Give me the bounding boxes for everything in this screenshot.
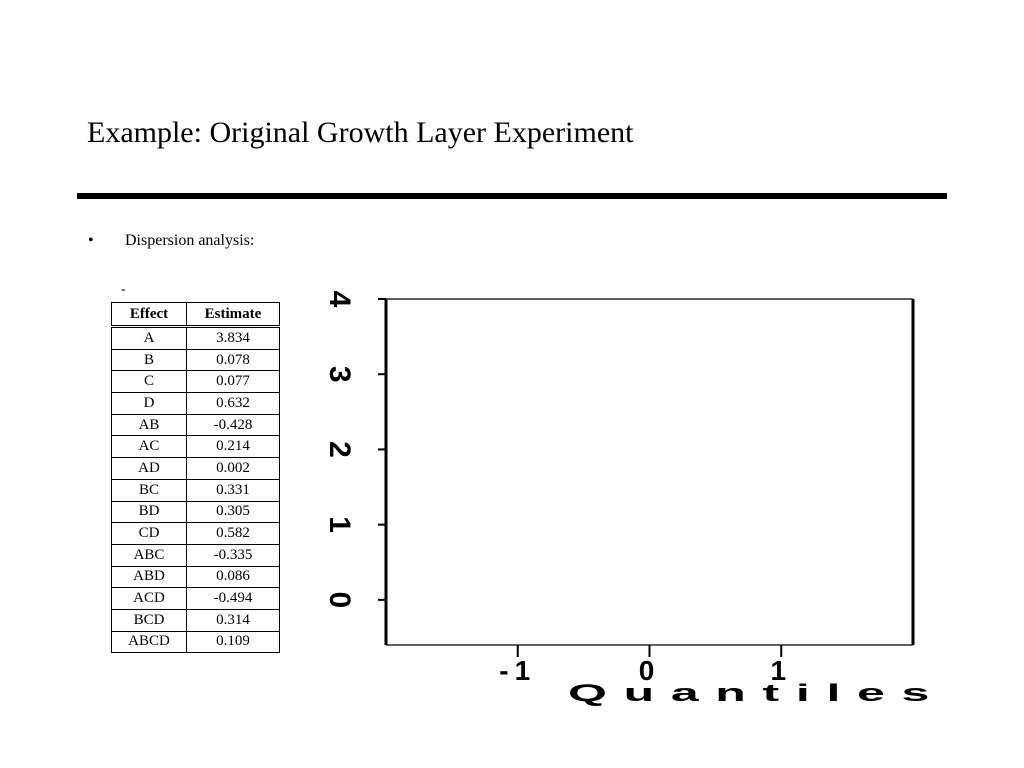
column-header-estimate: Estimate xyxy=(186,302,280,328)
x-tick-label: 1 xyxy=(770,655,792,686)
bullet-text: Dispersion analysis: xyxy=(125,232,255,249)
estimate-cell: -0.494 xyxy=(186,587,280,610)
x-tick-label: 0 xyxy=(639,655,661,686)
estimate-cell: 0.078 xyxy=(186,348,280,372)
y-tick-label: 2 xyxy=(323,441,356,458)
y-tick-label: 3 xyxy=(323,366,356,383)
estimate-cell: -0.428 xyxy=(186,413,280,437)
estimate-cell: 0.086 xyxy=(186,565,280,589)
bullet-marker: • xyxy=(88,232,94,249)
table-row: A 3.834 xyxy=(111,326,280,350)
table-row: ABCD 0.109 xyxy=(111,630,280,654)
x-tick-label: -1 xyxy=(499,655,536,686)
bullet-item: • Dispersion analysis: xyxy=(88,230,254,252)
estimate-cell: 0.314 xyxy=(186,608,280,632)
effect-cell: ACD xyxy=(111,587,187,610)
y-axis: 0 1 2 3 4 xyxy=(323,291,386,609)
plot-frame xyxy=(384,298,915,646)
table-row: CD 0.582 xyxy=(111,522,280,545)
estimate-cell: 0.109 xyxy=(186,630,280,654)
table-row: AD 0.002 xyxy=(111,457,280,480)
y-tick-label: 0 xyxy=(323,592,356,609)
y-tick-label: 4 xyxy=(323,291,356,308)
table-row: AC 0.214 xyxy=(111,435,280,459)
x-axis: -1 0 1 xyxy=(499,645,792,686)
y-tick-label: 1 xyxy=(323,516,356,533)
title-divider xyxy=(77,193,947,199)
estimate-cell: 3.834 xyxy=(186,326,280,350)
estimate-cell: 0.305 xyxy=(186,500,280,524)
slide-title: Example: Original Growth Layer Experimen… xyxy=(87,116,634,149)
effects-table: Effect Estimate A 3.834 B 0.078 C 0.077 D 0.632… xyxy=(111,302,280,654)
table-row: BD 0.305 xyxy=(111,500,280,524)
column-header-effect: Effect xyxy=(111,302,187,328)
table-row: D 0.632 xyxy=(111,392,280,415)
effect-cell: CD xyxy=(111,522,187,545)
dash-mark: - xyxy=(121,282,126,297)
table-row: ABC -0.335 xyxy=(111,543,280,567)
table-header-row: Effect Estimate xyxy=(111,302,280,328)
table-row: BCD 0.314 xyxy=(111,608,280,632)
estimate-cell: 0.582 xyxy=(186,522,280,545)
effect-cell: BC xyxy=(111,478,187,502)
estimate-cell: -0.335 xyxy=(186,543,280,567)
table-row: ACD -0.494 xyxy=(111,587,280,610)
x-axis-label: Quantiles xyxy=(568,680,946,707)
table-row: B 0.078 xyxy=(111,348,280,372)
table-row: ABD 0.086 xyxy=(111,565,280,589)
estimate-cell: 0.214 xyxy=(186,435,280,459)
